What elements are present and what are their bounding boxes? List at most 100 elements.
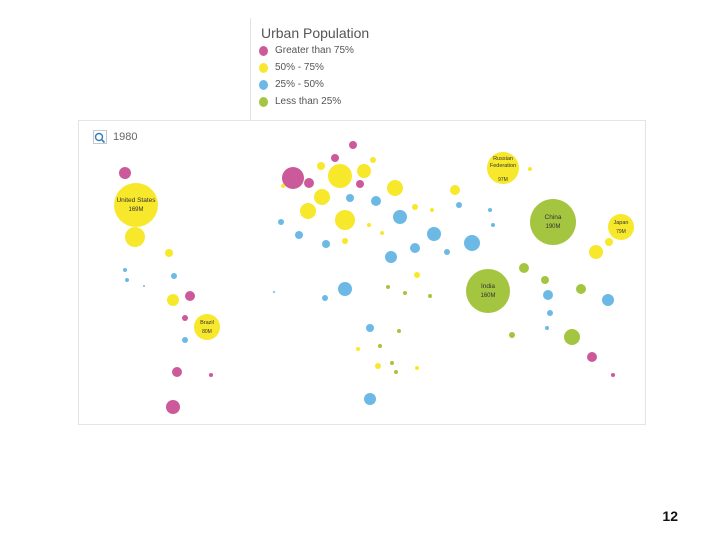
zoom-icon[interactable] [93,130,107,144]
country-bubble [412,204,418,210]
country-bubble [519,263,529,273]
country-bubble [119,167,131,179]
country-bubble [346,194,354,202]
country-bubble [444,249,450,255]
legend-label-25to50: 25% - 50% [275,79,324,90]
country-bubble [543,290,553,300]
country-bubble [182,337,188,343]
country-bubble [393,210,407,224]
country-bubble [403,291,407,295]
country-label: United States [116,197,156,204]
country-value-label: 190M [545,224,560,230]
country-bubble [317,162,325,170]
country-bubble [349,141,357,149]
country-bubble [602,294,614,306]
country-bubble [167,294,179,306]
country-value-label: 160M [480,293,495,299]
country-label: Japan [614,220,629,226]
country-bubble [342,238,348,244]
legend-label-gt75: Greater than 75% [275,45,354,56]
country-bubble [415,366,419,370]
page-number: 12 [662,508,678,524]
country-bubble [375,363,381,369]
country-label: Russian [493,156,513,162]
country-bubble [386,285,390,289]
country-bubble [364,393,376,405]
legend-item-25to50: 25% - 50% [259,78,324,92]
country-bubble [387,180,403,196]
legend-label-50to75: 50% - 75% [275,62,324,73]
country-bubble [328,164,352,188]
country-label: India [481,283,495,290]
country-bubble [304,178,314,188]
legend: Urban Population Greater than 75% 50% - … [250,18,416,126]
legend-item-50to75: 50% - 75% [259,61,324,75]
country-value-label: 97M [498,177,508,183]
country-bubble [171,273,177,279]
country-bubble [300,203,316,219]
country-bubble [390,361,394,365]
country-bubble [414,272,420,278]
country-bubble [456,202,462,208]
legend-item-gt75: Greater than 75% [259,44,354,58]
country-bubble [385,251,397,263]
country-bubble [165,249,173,257]
country-bubble [428,294,432,298]
country-bubble [295,231,303,239]
country-bubble [450,185,460,195]
country-bubble [427,227,441,241]
country-bubble [125,278,129,282]
country-bubble [335,210,355,230]
country-bubble [394,370,398,374]
country-label: China [545,214,562,221]
country-value-label: 169M [128,207,143,213]
country-bubble [541,276,549,284]
country-bubble [564,329,580,345]
country-bubble-china [530,199,576,245]
legend-swatch-lt25 [259,97,268,107]
country-bubble [488,208,492,212]
country-bubble [314,189,330,205]
country-bubble [278,219,284,225]
country-value-label: 79M [616,229,626,235]
country-label: Brazil [200,320,214,326]
country-bubble-russian-federation [487,152,519,184]
country-bubble [509,332,515,338]
legend-title: Urban Population [261,25,370,41]
country-bubble [182,315,188,321]
country-bubble [370,157,376,163]
country-bubble [576,284,586,294]
country-bubble-united-states [114,183,158,227]
country-bubble [125,227,145,247]
legend-item-lt25: Less than 25% [259,95,342,109]
year-label: 1980 [113,131,138,143]
country-bubble [587,352,597,362]
country-bubble [322,240,330,248]
country-bubble [491,223,495,227]
country-bubble [464,235,480,251]
country-bubble [611,373,615,377]
legend-label-lt25: Less than 25% [275,96,342,107]
country-bubble [356,180,364,188]
country-bubble-japan [608,214,634,240]
country-bubble [322,295,328,301]
country-bubble [123,268,127,272]
country-bubble-india [466,269,510,313]
country-bubble [367,223,371,227]
country-bubble [380,231,384,235]
country-bubble-brazil [194,314,220,340]
country-bubble [338,282,352,296]
country-bubble [528,167,532,171]
country-bubble [185,291,195,301]
country-bubble [378,344,382,348]
country-bubble [281,184,285,188]
legend-swatch-gt75 [259,46,268,56]
country-bubble [547,310,553,316]
country-bubble [331,154,339,162]
country-bubble [143,285,145,287]
country-bubble [282,167,304,189]
country-bubble [397,329,401,333]
legend-swatch-25to50 [259,80,268,90]
country-bubble [357,164,371,178]
